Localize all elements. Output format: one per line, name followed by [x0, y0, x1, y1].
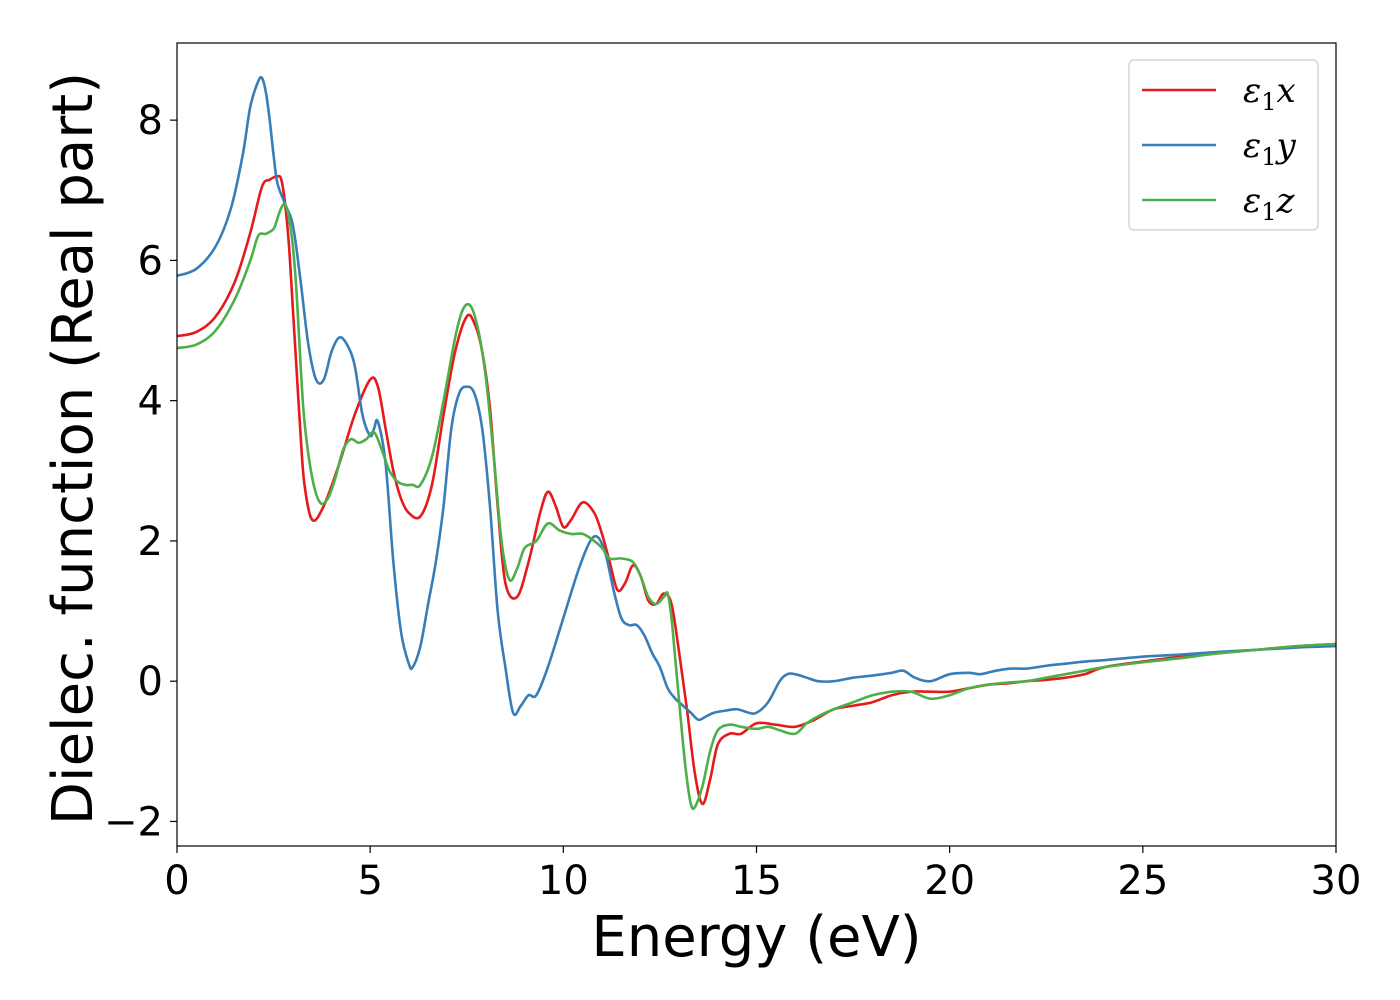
legend-box — [1128, 59, 1319, 231]
x-tick-label: 30 — [1311, 858, 1362, 904]
legend: ε1x ε1y ε1z — [1128, 59, 1319, 231]
legend-label-x: ε1x — [1243, 71, 1296, 116]
legend-label-y: ε1y — [1243, 126, 1297, 171]
y-axis-label: Dielec. function (Real part) — [41, 72, 106, 825]
x-tick-label: 10 — [538, 858, 589, 904]
series-line-y — [177, 75, 1336, 722]
x-tick-label: 5 — [357, 858, 382, 904]
x-tick-label: 20 — [924, 858, 975, 904]
x-tick-label: 25 — [1117, 858, 1168, 904]
x-tick-label: 0 — [164, 858, 189, 904]
y-tick-label: 8 — [138, 98, 163, 144]
x-axis-label: Energy (eV) — [591, 905, 921, 970]
y-tick-label: 2 — [138, 519, 163, 565]
series-line-z — [177, 202, 1336, 811]
legend-label-z: ε1z — [1243, 181, 1296, 226]
y-tick-label: −2 — [104, 799, 163, 845]
series-line-x — [177, 174, 1336, 806]
series-layer — [177, 75, 1336, 811]
y-tick-label: 4 — [138, 379, 163, 425]
x-tick-label: 15 — [731, 858, 782, 904]
y-tick-label: 0 — [138, 659, 163, 705]
y-tick-label: 6 — [138, 238, 163, 284]
